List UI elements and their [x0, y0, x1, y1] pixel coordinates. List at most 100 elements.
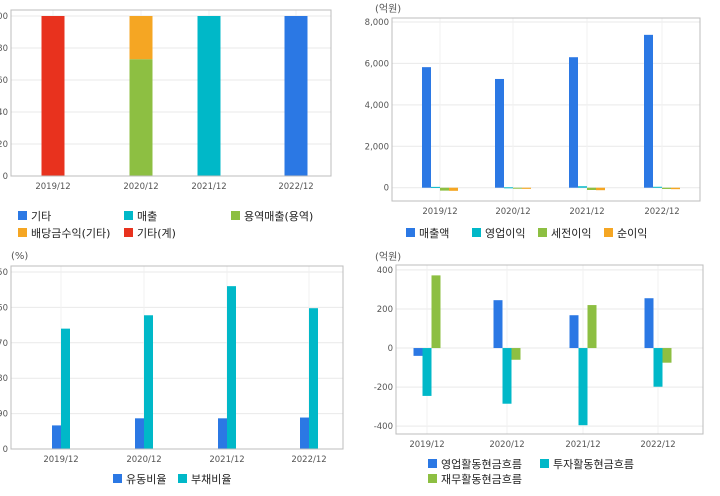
legend-swatch [18, 228, 27, 237]
legend-swatch [178, 474, 187, 483]
bar-영업이익-2019/12 [431, 186, 440, 188]
legend-swatch [113, 474, 122, 483]
x-tick-label: 2019/12 [35, 182, 70, 192]
unit-label: (억원) [375, 3, 401, 15]
chart-panel-3: 0 90 180 270 360 450 2019/12 2020/12 2021/12 2022… [0, 251, 344, 486]
y-tick-label: 450 [0, 268, 8, 278]
legend-swatch [231, 211, 240, 220]
bar-매출액-2022/12 [644, 34, 653, 188]
unit-label: (%) [11, 251, 28, 262]
y-tick-label: 4,000 [365, 101, 389, 111]
bar-순이익-2021/12 [596, 187, 605, 191]
bar-영업이익-2022/12 [653, 186, 662, 188]
y-tick-label: 60 [0, 76, 8, 86]
y-tick-label: -400 [374, 422, 393, 432]
legend-label: 매출 [137, 210, 157, 223]
y-tick-label: 0 [3, 172, 8, 182]
bar-투자활동현금흐름-2022/12 [653, 348, 663, 387]
bar-세전이익-2021/12 [587, 187, 596, 190]
legend-label: 순이익 [617, 227, 647, 240]
bar-투자활동현금흐름-2020/12 [502, 348, 512, 404]
plot-frame [10, 265, 344, 450]
chart-panel-2: 0 2,000 4,000 6,000 8,000 2019/12 2020/12 2021/… [365, 3, 701, 240]
y-tick-label: 0 [384, 184, 389, 194]
bar-재무활동현금흐름-2022/12 [662, 348, 672, 363]
y-tick-label: 0 [3, 445, 8, 455]
y-tick-label: 90 [0, 410, 8, 420]
x-tick-label: 2019/12 [422, 207, 457, 217]
y-tick-label: 80 [0, 44, 8, 54]
x-tick-label: 2022/12 [278, 182, 313, 192]
x-tick-label: 2022/12 [291, 455, 326, 465]
bar-영업활동현금흐름-2021/12 [569, 315, 579, 349]
legend-label: 기타 [31, 210, 51, 223]
bar-순이익-2019/12 [449, 187, 458, 191]
legend-label: 영업이익 [485, 227, 525, 240]
bar-유동비율-2021/12 [218, 418, 227, 449]
bar-투자활동현금흐름-2021/12 [578, 348, 588, 426]
x-tick-label: 2019/12 [409, 440, 444, 450]
legend-swatch [428, 459, 437, 468]
legend-label: 매출액 [419, 227, 449, 240]
legend-swatch [540, 459, 549, 468]
plot-frame [395, 264, 704, 435]
bar-기타-2022/12 [284, 16, 308, 176]
legend-label: 유동비율 [126, 473, 166, 486]
bar-기타(계)-2019/12 [41, 16, 65, 176]
bar-용역매출(용역)-2020/12 [129, 59, 153, 177]
x-tick-label: 2020/12 [489, 440, 524, 450]
y-tick-label: 360 [0, 303, 8, 313]
bar-영업활동현금흐름-2020/12 [493, 300, 503, 349]
bar-세전이익-2019/12 [440, 187, 449, 191]
y-tick-label: 400 [377, 266, 393, 276]
legend-label: 투자활동현금흐름 [553, 457, 634, 471]
chart-panel-4: -400 -200 0 200 400 2019/12 2020/12 2021/12 2022… [374, 251, 704, 486]
bar-유동비율-2020/12 [135, 418, 144, 449]
legend-label: 기타(계) [137, 227, 176, 240]
bar-영업이익-2020/12 [504, 187, 513, 189]
y-tick-label: 0 [388, 344, 393, 354]
bar-매출액-2021/12 [569, 57, 578, 188]
y-tick-label: 6,000 [365, 59, 389, 69]
y-tick-label: -200 [374, 383, 393, 393]
legend-swatch [428, 474, 437, 483]
legend-swatch [124, 228, 133, 237]
bar-순이익-2020/12 [522, 187, 531, 189]
y-tick-label: 200 [377, 305, 393, 315]
bar-유동비율-2022/12 [300, 417, 309, 449]
x-tick-label: 2021/12 [565, 440, 600, 450]
legend-label: 영업활동현금흐름 [441, 457, 522, 471]
y-tick-label: 100 [0, 12, 8, 22]
unit-label: (억원) [375, 251, 401, 263]
y-tick-label: 40 [0, 108, 8, 118]
bar-배당금수익(기타)-2020/12 [129, 16, 153, 60]
bar-영업활동현금흐름-2022/12 [644, 298, 654, 349]
legend-label: 부채비율 [191, 473, 231, 486]
legend-label: 배당금수익(기타) [31, 227, 110, 240]
x-tick-label: 2021/12 [209, 455, 244, 465]
bar-영업활동현금흐름-2019/12 [413, 348, 423, 356]
y-tick-label: 2,000 [365, 142, 389, 152]
bar-부채비율-2020/12 [144, 315, 153, 449]
legend-swatch [604, 228, 613, 237]
bar-재무활동현금흐름-2019/12 [431, 275, 441, 349]
bar-세전이익-2022/12 [662, 187, 671, 189]
bar-재무활동현금흐름-2020/12 [511, 348, 521, 360]
legend-swatch [538, 228, 547, 237]
legend-swatch [472, 228, 481, 237]
plot-frame [391, 17, 701, 202]
bar-세전이익-2020/12 [513, 187, 522, 189]
x-tick-label: 2021/12 [569, 207, 604, 217]
x-tick-label: 2022/12 [640, 440, 675, 450]
y-tick-label: 180 [0, 374, 8, 384]
bar-유동비율-2019/12 [52, 425, 61, 449]
bar-부채비율-2022/12 [309, 308, 318, 449]
bar-순이익-2022/12 [671, 187, 680, 190]
plot-frame [10, 9, 332, 177]
x-tick-label: 2019/12 [43, 455, 78, 465]
bar-매출액-2019/12 [422, 67, 431, 188]
chart-panel-1: 0 20 40 60 80 100 2019/12 2020/12 2021/12 2022/12… [0, 9, 332, 240]
bar-재무활동현금흐름-2021/12 [587, 305, 597, 349]
bar-부채비율-2021/12 [227, 286, 236, 449]
